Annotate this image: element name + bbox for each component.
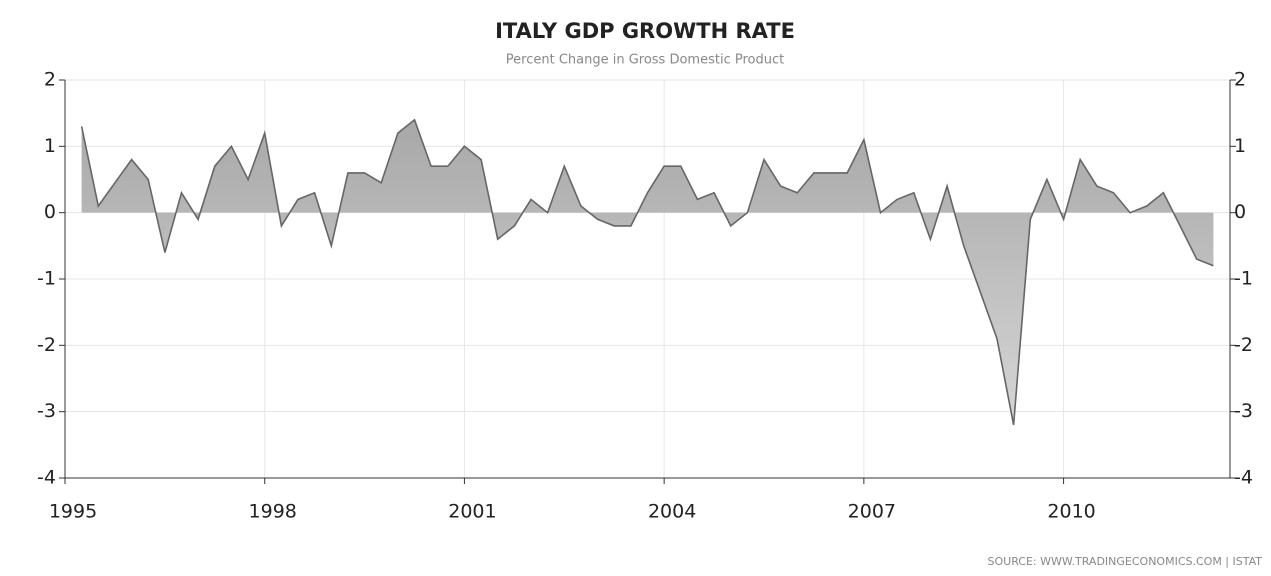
- x-tick-label: 2010: [1047, 501, 1095, 523]
- y-tick-label: 1: [44, 135, 56, 157]
- y-tick-label: -4: [37, 467, 56, 489]
- y2-tick-label: -2: [1234, 334, 1253, 356]
- x-tick-label: 2001: [448, 501, 496, 523]
- y2-tick-label: 2: [1234, 69, 1246, 91]
- x-tick-label: 1998: [249, 501, 297, 523]
- y2-tick-label: -4: [1234, 467, 1253, 489]
- chart-subtitle: Percent Change in Gross Domestic Product: [506, 53, 784, 68]
- x-tick-label: 2004: [648, 501, 696, 523]
- chart-title: ITALY GDP GROWTH RATE: [495, 19, 795, 43]
- y2-tick-label: 0: [1234, 201, 1246, 223]
- source: SOURCE: WWW.TRADINGECONOMICS.COM | ISTAT: [988, 555, 1263, 568]
- y-tick-label: -3: [37, 400, 56, 422]
- y-tick-label: -2: [37, 334, 56, 356]
- area: [81, 119, 1214, 425]
- y-tick-label: -1: [37, 268, 56, 290]
- y-tick-label: 2: [44, 69, 56, 91]
- y2-tick-label: -3: [1234, 400, 1253, 422]
- x-tick-label: 1995: [49, 501, 97, 523]
- x-tick-label: 2007: [848, 501, 896, 523]
- y2-tick-label: 1: [1234, 135, 1246, 157]
- line: [80, 118, 1214, 426]
- y2-tick-label: -1: [1234, 268, 1253, 290]
- y-tick-label: 0: [44, 201, 56, 223]
